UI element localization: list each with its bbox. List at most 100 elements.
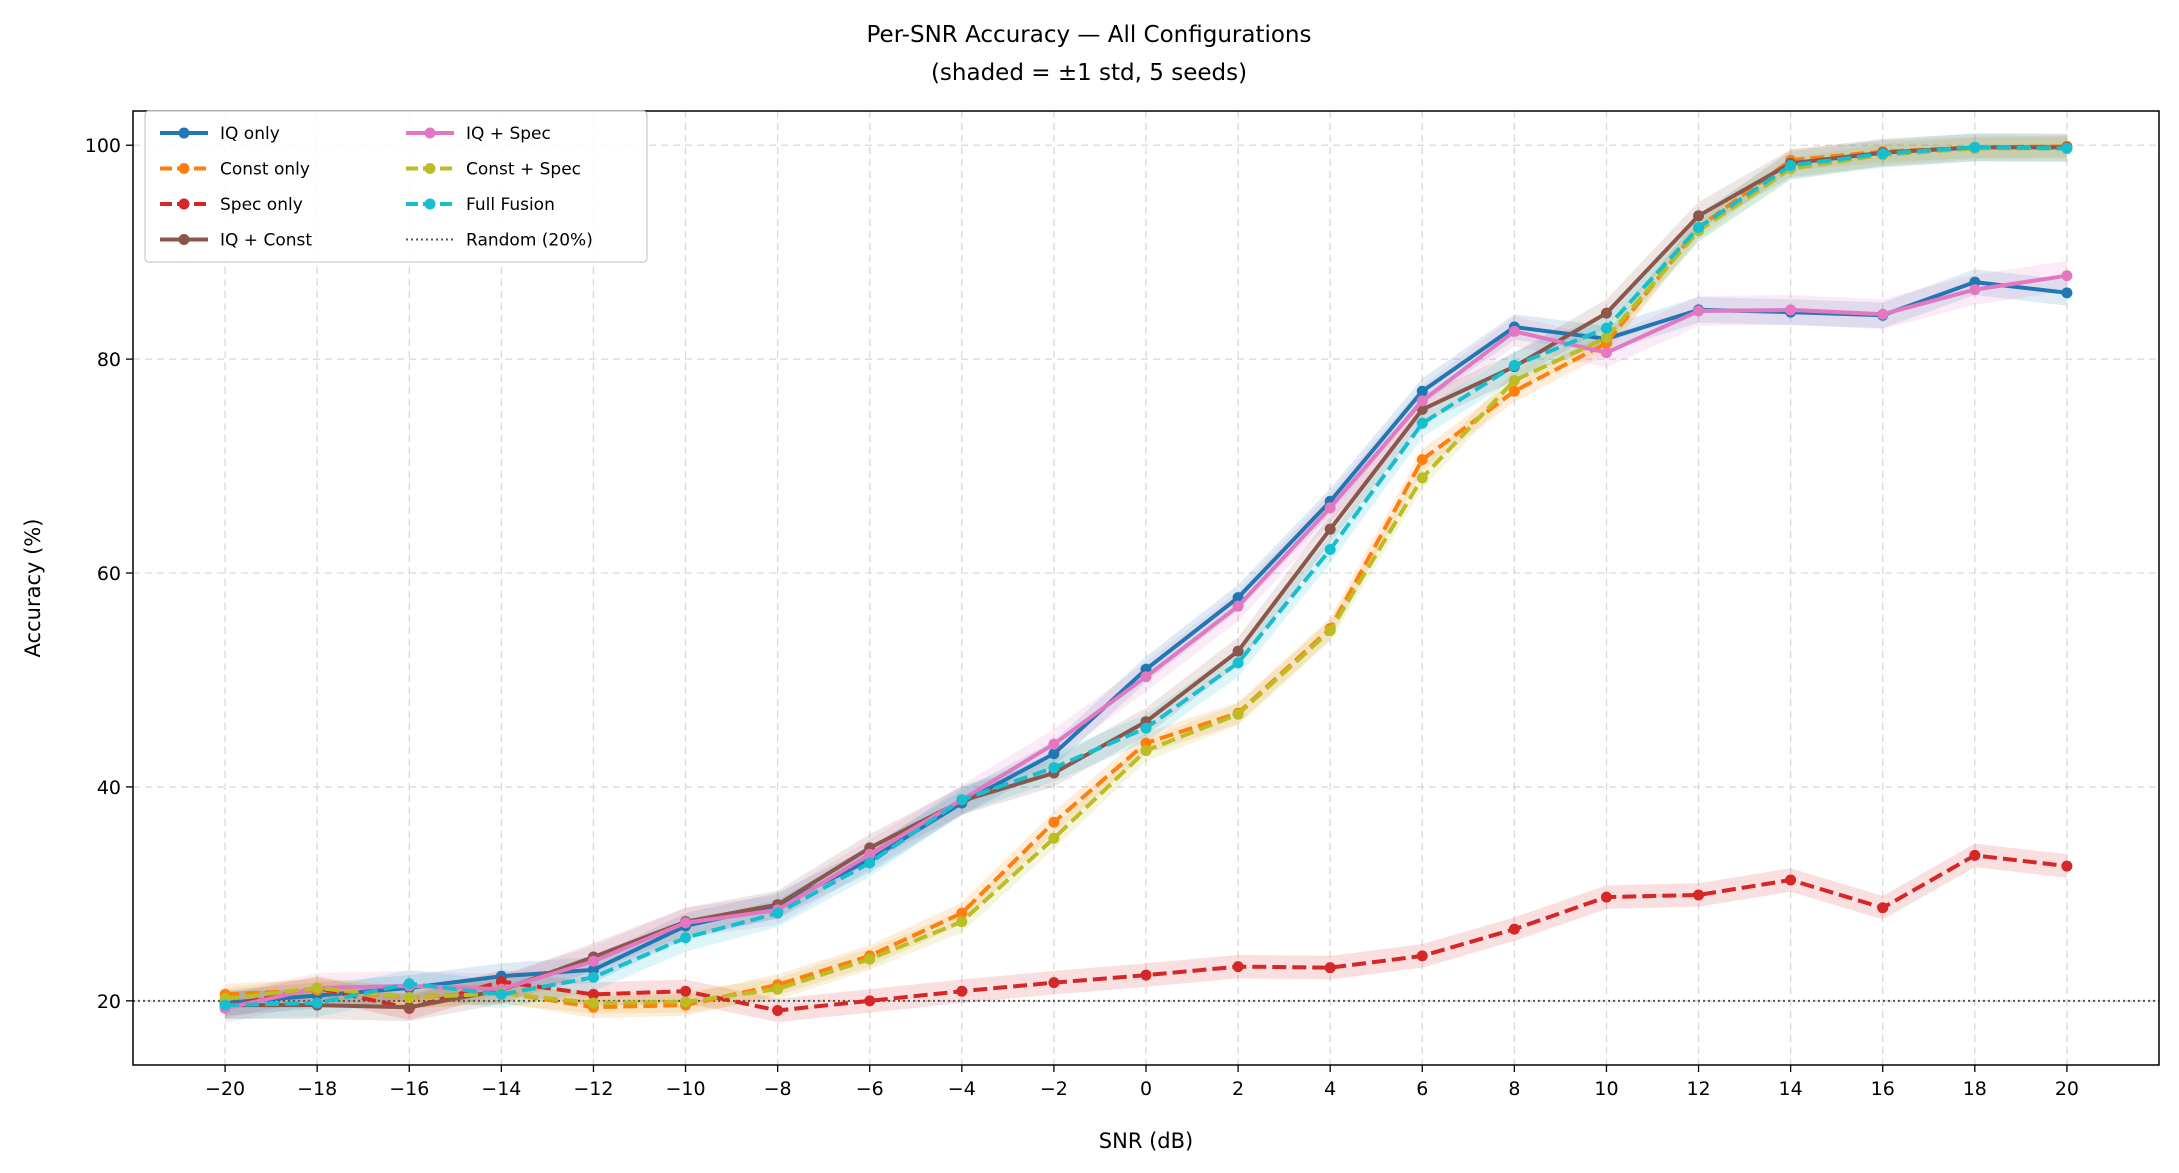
- data-point: [1232, 657, 1244, 669]
- x-tick-label: 20: [2055, 1078, 2079, 1100]
- data-point: [1785, 160, 1797, 172]
- data-point: [1969, 141, 1981, 153]
- data-point: [1232, 708, 1244, 720]
- data-point: [1600, 322, 1612, 334]
- legend: IQ only Const only Spec only IQ + Const IQ +…: [144, 110, 648, 263]
- x-tick-label: −16: [389, 1078, 429, 1100]
- data-point: [1508, 375, 1520, 387]
- x-tick-label: −4: [948, 1078, 976, 1100]
- data-point: [1600, 347, 1612, 359]
- legend-label: Const only: [220, 160, 310, 180]
- data-point: [1416, 472, 1428, 484]
- data-point: [495, 988, 507, 1000]
- data-point: [403, 978, 415, 990]
- data-point: [1048, 832, 1060, 844]
- data-point: [1693, 889, 1705, 901]
- data-point: [1508, 360, 1520, 372]
- legend-box: [144, 110, 648, 263]
- data-point: [772, 907, 784, 919]
- data-point: [587, 997, 599, 1009]
- data-point: [1508, 923, 1520, 935]
- data-point: [864, 857, 876, 869]
- data-point: [864, 995, 876, 1007]
- x-tick-label: 8: [1508, 1078, 1520, 1100]
- data-point: [956, 985, 968, 997]
- y-tick-label: 40: [97, 777, 121, 799]
- legend-label: Spec only: [220, 195, 303, 215]
- data-point: [1416, 385, 1428, 397]
- data-point: [2061, 270, 2073, 282]
- x-axis-label: SNR (dB): [1099, 1129, 1193, 1153]
- data-point: [587, 955, 599, 967]
- std-band-2: [225, 843, 2067, 1023]
- data-point: [1324, 962, 1336, 974]
- data-point: [1508, 325, 1520, 337]
- data-point: [1324, 502, 1336, 514]
- legend-label: Const + Spec: [466, 160, 581, 180]
- data-point: [1140, 745, 1152, 757]
- x-tick-label: 18: [1963, 1078, 1987, 1100]
- data-point: [1877, 148, 1889, 160]
- x-tick-label: 6: [1416, 1078, 1428, 1100]
- data-point: [587, 988, 599, 1000]
- x-tick-label: −12: [573, 1078, 613, 1100]
- x-tick-label: −20: [205, 1078, 245, 1100]
- y-tick-label: 60: [97, 563, 121, 585]
- data-point: [1508, 385, 1520, 397]
- data-point: [772, 1004, 784, 1016]
- data-point: [1140, 671, 1152, 683]
- legend-label: IQ + Spec: [466, 124, 551, 144]
- series-lines: [219, 140, 2073, 1016]
- y-tick-label: 80: [97, 349, 121, 371]
- data-point: [680, 917, 692, 929]
- data-point: [2061, 860, 2073, 872]
- data-point: [1048, 738, 1060, 750]
- data-point: [1416, 950, 1428, 962]
- data-point: [1877, 902, 1889, 914]
- data-point: [772, 983, 784, 995]
- x-tick-label: 16: [1871, 1078, 1895, 1100]
- data-point: [403, 1001, 415, 1013]
- data-point: [1048, 762, 1060, 774]
- legend-marker: [178, 127, 190, 139]
- x-axis: −20 −18 −16 −14 −12 −10 −8 −6 −4 −2 0 2 4 6 8 10 12 14 16 1…: [205, 1065, 2079, 1100]
- x-tick-label: 4: [1324, 1078, 1336, 1100]
- data-point: [1600, 332, 1612, 344]
- x-tick-label: 2: [1232, 1078, 1244, 1100]
- data-point: [1600, 891, 1612, 903]
- data-point: [1324, 523, 1336, 535]
- data-point: [1324, 625, 1336, 637]
- legend-label: Full Fusion: [466, 195, 555, 215]
- data-point: [2061, 142, 2073, 154]
- legend-label: Random (20%): [466, 231, 593, 251]
- data-point: [1785, 304, 1797, 316]
- x-tick-label: 10: [1594, 1078, 1618, 1100]
- std-bands: [225, 133, 2067, 1024]
- x-tick-label: −8: [764, 1078, 792, 1100]
- data-point: [1416, 454, 1428, 466]
- data-point: [1693, 305, 1705, 317]
- data-point: [311, 982, 323, 994]
- data-point: [1048, 977, 1060, 989]
- data-point: [864, 953, 876, 965]
- data-point: [1140, 969, 1152, 981]
- x-tick-label: −6: [856, 1078, 884, 1100]
- legend-marker: [424, 163, 436, 174]
- data-point: [1693, 210, 1705, 222]
- data-point: [1324, 543, 1336, 555]
- x-tick-label: −2: [1040, 1078, 1068, 1100]
- data-point: [1232, 961, 1244, 973]
- data-point: [311, 997, 323, 1009]
- y-tick-label: 20: [97, 991, 121, 1013]
- data-point: [1140, 722, 1152, 734]
- y-axis-label: Accuracy (%): [21, 519, 45, 658]
- data-point: [403, 992, 415, 1004]
- chart-subtitle: (shaded = ±1 std, 5 seeds): [931, 60, 1247, 86]
- legend-marker: [424, 127, 436, 139]
- y-axis: 20 40 60 80 100: [85, 135, 133, 1013]
- data-point: [1785, 874, 1797, 886]
- data-point: [1416, 395, 1428, 407]
- data-point: [1693, 222, 1705, 234]
- data-point: [1416, 417, 1428, 429]
